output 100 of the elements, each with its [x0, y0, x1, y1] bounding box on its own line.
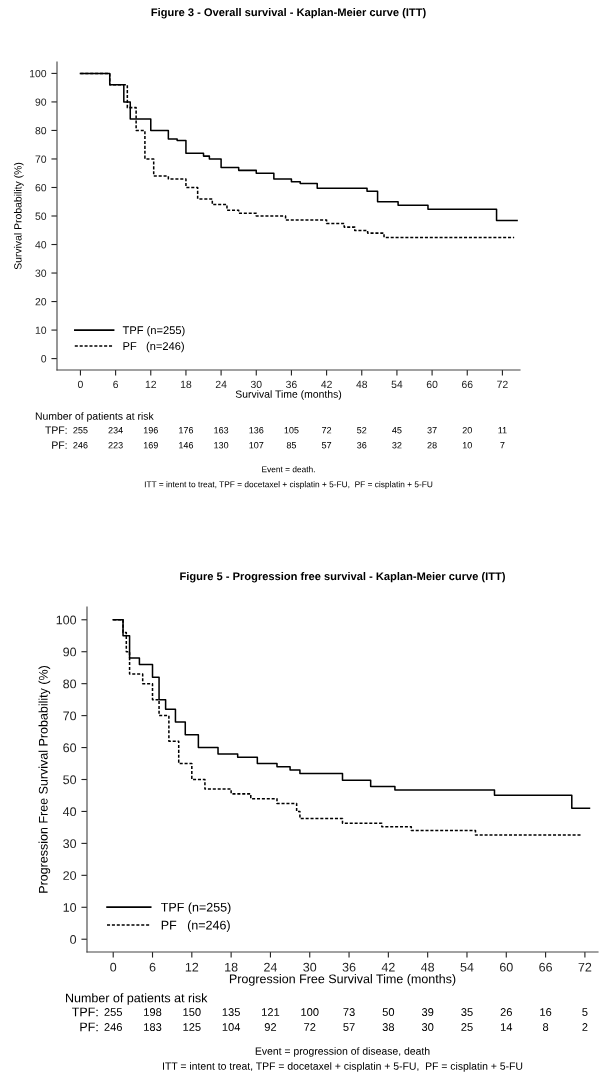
text: 100: [301, 1008, 319, 1016]
y-tick-label: 80: [63, 679, 77, 689]
x-tick-label: 42: [321, 380, 332, 388]
text: 104: [222, 1023, 241, 1031]
text: 85: [286, 442, 297, 449]
x-tick-label: 18: [225, 962, 238, 972]
text: 163: [214, 427, 229, 434]
x-tick-label: 60: [499, 962, 513, 972]
y-tick-label: 0: [41, 355, 47, 363]
y-tick-label: 70: [63, 711, 77, 721]
legend-label: PF (n=246): [123, 341, 184, 353]
x-tick-label: 54: [391, 380, 403, 389]
y-tick-label: 50: [63, 775, 77, 785]
y-tick-label: 70: [35, 155, 47, 163]
x-tick-label: 0: [110, 962, 117, 972]
text: 198: [144, 1008, 162, 1016]
text: 45: [392, 427, 402, 434]
text: 150: [183, 1008, 201, 1016]
text: Number of patients at risk: [66, 993, 208, 1005]
text: Event = progression of disease, death: [255, 1047, 430, 1057]
legend-label: PF (n=246): [161, 920, 230, 932]
y-tick-label: 0: [70, 935, 77, 944]
text: 10: [462, 442, 472, 449]
text: Event = death.: [262, 466, 315, 473]
text: 30: [421, 1023, 434, 1031]
x-tick-label: 60: [426, 380, 438, 389]
text: 72: [322, 427, 332, 434]
text: 130: [214, 442, 229, 449]
x-tick-label: 36: [286, 380, 297, 389]
y-tick-label: 50: [35, 212, 47, 220]
y-tick-label: 10: [35, 326, 47, 334]
text: 35: [461, 1008, 473, 1016]
text: ITT = intent to treat, TPF = docetaxel + cisplatin + 5-FU, PF = cisplatin + 5-FU: [144, 481, 433, 489]
text: 52: [357, 427, 367, 434]
text: 20: [462, 427, 472, 434]
chart-title: Figure 5 - Progression free survival - Kaplan-Meier curve (ITT): [180, 572, 505, 583]
y-tick-label: 40: [35, 241, 47, 249]
text: TPF:: [45, 426, 67, 434]
text: 26: [500, 1008, 512, 1016]
text: 176: [179, 427, 194, 434]
text: PF:: [80, 1022, 98, 1032]
y-tick-label: 20: [63, 871, 77, 880]
text: 38: [382, 1023, 395, 1031]
x-tick-label: 24: [215, 380, 227, 388]
legend-label: TPF (n=255): [122, 325, 185, 337]
x-tick-label: 6: [113, 380, 119, 389]
text: 223: [108, 442, 123, 449]
text: 36: [357, 442, 367, 449]
y-tick-label: 40: [62, 807, 77, 817]
y-tick-label: 100: [56, 615, 77, 625]
legend-label: TPF (n=255): [161, 902, 231, 915]
text: 32: [392, 442, 402, 449]
y-axis-title: Survival Probability (%): [13, 162, 24, 270]
x-tick-label: 66: [461, 380, 473, 389]
text: 255: [104, 1008, 123, 1016]
text: 105: [284, 427, 299, 434]
chart-title: Figure 3 - Overall survival - Kaplan-Meier curve (ITT): [151, 8, 426, 19]
text: 92: [264, 1023, 277, 1031]
text: 72: [304, 1023, 316, 1031]
text: 7: [500, 442, 505, 449]
y-tick-label: 80: [35, 126, 47, 135]
x-axis-title: Progression Free Survival Time (months): [229, 974, 456, 986]
text: 183: [144, 1023, 162, 1031]
text: PF:: [52, 441, 67, 449]
y-tick-label: 100: [30, 69, 47, 78]
text: 135: [222, 1008, 240, 1016]
text: 37: [427, 427, 437, 434]
text: 14: [500, 1023, 513, 1031]
x-tick-label: 12: [145, 380, 157, 388]
text: 136: [249, 427, 264, 434]
x-tick-label: 72: [497, 380, 508, 388]
y-axis-title: Progression Free Survival Probability (%): [38, 665, 51, 893]
text: 16: [540, 1008, 552, 1016]
text: 11: [498, 427, 507, 434]
y-tick-label: 60: [35, 183, 47, 192]
x-tick-label: 6: [149, 962, 156, 972]
text: 28: [427, 442, 437, 449]
x-axis-title: Survival Time (months): [235, 390, 342, 400]
text: 107: [249, 442, 264, 449]
text: Number of patients at risk: [35, 412, 154, 422]
text: TPF:: [71, 1007, 98, 1017]
text: 2: [582, 1023, 588, 1031]
text: 25: [461, 1023, 473, 1031]
text: 5: [582, 1008, 588, 1016]
x-tick-label: 30: [250, 380, 262, 389]
y-tick-label: 90: [63, 647, 77, 657]
y-tick-label: 90: [35, 98, 47, 106]
text: 121: [262, 1008, 280, 1016]
text: ITT = intent to treat, TPF = docetaxel + cisplatin + 5-FU, PF = cisplatin + 5-FU: [163, 1062, 523, 1072]
text: 57: [321, 442, 332, 449]
x-tick-label: 42: [381, 962, 395, 972]
y-tick-label: 20: [35, 298, 47, 306]
x-tick-label: 54: [460, 962, 474, 972]
text: 246: [104, 1023, 122, 1031]
text: 196: [143, 427, 158, 434]
text: 125: [183, 1023, 201, 1031]
text: 50: [382, 1008, 395, 1016]
x-tick-label: 48: [421, 962, 435, 972]
text: 8: [542, 1023, 549, 1031]
x-tick-label: 30: [303, 962, 317, 972]
